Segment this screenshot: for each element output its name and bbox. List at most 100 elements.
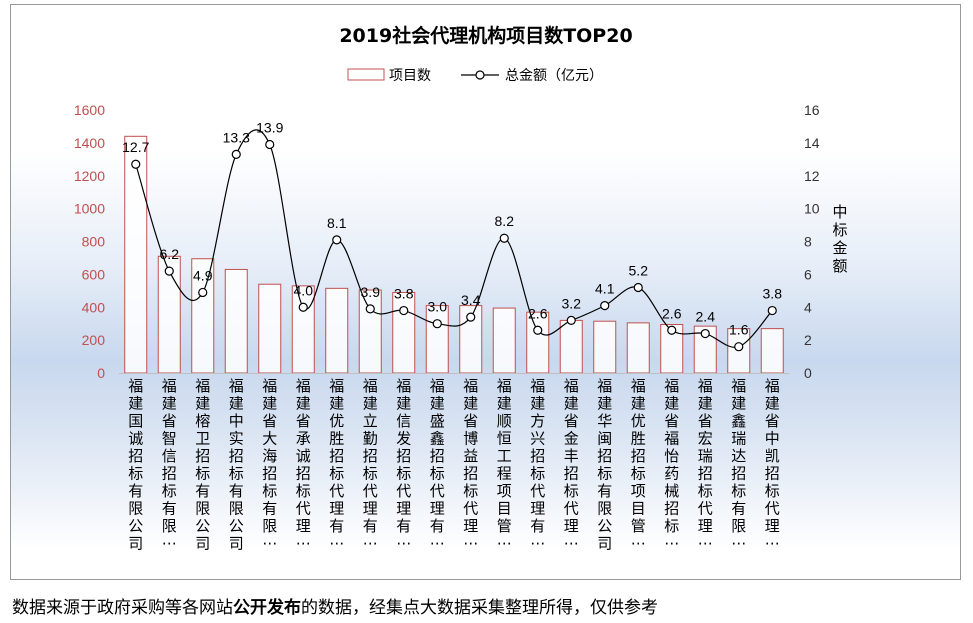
category-label-char: 理 (296, 517, 311, 535)
right-tick-label: 14 (804, 135, 820, 151)
category-label-char: … (564, 531, 579, 549)
category-label-char: 招 (296, 465, 311, 483)
category-label-char: 公 (195, 517, 210, 535)
category-label-char: … (497, 531, 512, 549)
right-tick-label: 10 (804, 201, 820, 217)
category-label-char: 金 (564, 430, 579, 448)
category-label-char: 招 (162, 465, 177, 483)
legend-bar-label: 项目数 (389, 68, 431, 84)
bar-20 (760, 328, 784, 374)
category-label-char: 宏 (698, 430, 713, 448)
category-label-char: 招 (430, 447, 445, 465)
category-label-char: 有 (162, 500, 177, 518)
category-label-char: … (731, 531, 746, 549)
category-label-char: 华 (597, 412, 612, 430)
category-label-char: 福 (530, 377, 545, 395)
category-label-char: … (329, 531, 344, 549)
category-label-char: 标 (329, 465, 344, 483)
legend-bar-swatch (347, 68, 385, 81)
category-label-char: 胜 (631, 430, 646, 448)
category-label-char: 有 (363, 517, 378, 535)
category-label-char: 胜 (329, 430, 344, 448)
line-point-18 (700, 328, 710, 339)
data-label-10: 3.0 (428, 299, 448, 315)
line-point-11 (466, 312, 476, 322)
line-point-20 (767, 305, 777, 316)
category-label-char: 标 (765, 482, 780, 500)
category-label-char: 标 (162, 482, 177, 500)
right-axis-title-char: 金 (832, 239, 847, 257)
category-label-char: 建 (363, 395, 378, 413)
line-point-2 (164, 266, 174, 276)
category-label-char: 福 (329, 377, 344, 395)
data-label-5: 13.9 (256, 120, 283, 136)
category-label-char: 鑫 (430, 430, 445, 448)
data-label-11: 3.4 (461, 292, 481, 308)
right-tick-label: 0 (804, 365, 812, 381)
data-label-20: 3.8 (763, 286, 783, 302)
category-label-char: 有 (530, 517, 545, 535)
category-label-char: 有 (262, 500, 277, 518)
line-point-4 (231, 149, 241, 159)
category-label-char: 建 (128, 395, 143, 413)
category-label-char: 建 (463, 395, 478, 413)
category-label-char: 中 (765, 430, 780, 448)
category-label-char: 标 (664, 517, 679, 535)
category-label-char: 招 (765, 465, 780, 483)
category-label-char: 标 (296, 482, 311, 500)
category-label-char: … (262, 531, 277, 549)
category-label-char: 限 (162, 517, 177, 535)
line-series-path (135, 129, 773, 348)
category-label-char: 福 (631, 377, 646, 395)
category-label-char: 标 (195, 465, 210, 483)
bar-10 (425, 305, 449, 374)
category-label-char: 建 (195, 395, 210, 413)
category-label-char: 建 (262, 395, 277, 413)
category-label-char: 招 (262, 465, 277, 483)
category-label-char: 标 (262, 482, 277, 500)
category-label-char: 有 (731, 500, 746, 518)
category-label-char: 代 (396, 482, 411, 500)
category-label-char: 有 (229, 482, 244, 500)
category-label-char: 司 (195, 535, 210, 553)
data-label-19: 1.6 (729, 322, 749, 338)
data-label-18: 2.4 (696, 309, 716, 325)
line-point-9 (399, 305, 409, 316)
data-label-12: 8.2 (495, 213, 515, 229)
category-label-char: 信 (396, 412, 411, 430)
category-label-char: 省 (664, 412, 679, 430)
line-point-5 (265, 139, 275, 150)
category-label-char: 优 (329, 412, 344, 430)
data-label-9: 3.8 (394, 286, 414, 302)
category-label-char: 方 (530, 412, 545, 430)
category-label-char: 建 (530, 395, 545, 413)
category-label-char: 械 (664, 482, 679, 500)
category-label-char: 福 (430, 377, 445, 395)
category-label-char: 限 (195, 500, 210, 518)
bar-5 (258, 283, 282, 374)
left-tick-label: 1400 (74, 135, 105, 151)
line-point-8 (365, 304, 375, 314)
category-label-char: 有 (396, 517, 411, 535)
category-label-char: … (530, 531, 545, 549)
category-label-char: … (363, 531, 378, 549)
category-label-char: 省 (296, 412, 311, 430)
category-label-char: 达 (731, 447, 746, 465)
footer-text-2: 的数据，经集点大数据采集整理所得，仅供参考 (301, 598, 658, 618)
category-label-char: 招 (229, 447, 244, 465)
category-label-char: 有 (329, 517, 344, 535)
category-label-char: 理 (698, 517, 713, 535)
category-label-char: 标 (530, 465, 545, 483)
category-label-char: … (664, 531, 679, 549)
category-label-char: 诚 (296, 447, 311, 465)
category-label-char: 管 (497, 517, 512, 535)
category-label-char: 发 (396, 430, 411, 448)
category-label-char: 理 (564, 517, 579, 535)
category-label-char: 标 (363, 465, 378, 483)
bar-12 (492, 307, 516, 374)
category-label-char: 代 (463, 500, 478, 518)
category-label-char: 卫 (195, 430, 210, 448)
category-label-char: 代 (698, 500, 713, 518)
category-label-char: 招 (631, 447, 646, 465)
category-label-char: 招 (731, 465, 746, 483)
